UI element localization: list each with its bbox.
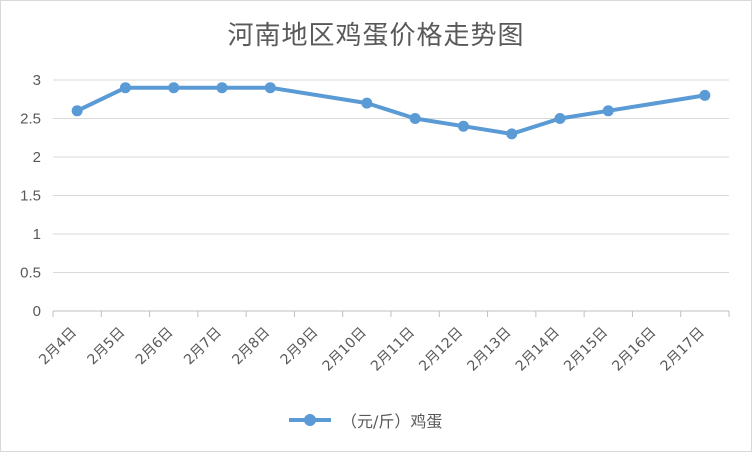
- y-tick-label: 2.5: [20, 111, 41, 128]
- data-point: [71, 105, 83, 117]
- series-layer: [71, 82, 711, 140]
- data-point: [457, 120, 469, 132]
- gridlines: [52, 79, 730, 317]
- x-axis-ticks: 2月4日 2月5日 2月6日 2月7日 2月8日 2月9日2月10日2月11日2月12日2…: [36, 325, 707, 375]
- y-tick-label: 0.5: [20, 265, 41, 282]
- legend-label: （元/斤）鸡蛋: [341, 412, 443, 431]
- x-tick-label: 2月11日: [368, 325, 418, 375]
- x-tick-label: 2月17日: [658, 325, 708, 375]
- y-tick-label: 1.5: [20, 188, 41, 205]
- series-line: [75, 85, 707, 136]
- data-point: [506, 128, 518, 140]
- y-tick-label: 3: [33, 72, 41, 89]
- x-tick-label: 2月12日: [416, 325, 466, 375]
- x-tick-label: 2月9日: [278, 325, 322, 369]
- data-point: [216, 82, 228, 94]
- x-tick-label: 2月7日: [181, 325, 225, 369]
- chart-title: 河南地区鸡蛋价格走势图: [227, 21, 525, 51]
- y-axis-ticks: 0 0.5 1 1.5 2 2.5 3: [20, 72, 41, 320]
- data-point: [168, 82, 180, 94]
- data-point: [119, 82, 131, 94]
- x-tick-label: 2月13日: [465, 325, 515, 375]
- y-tick-label: 0: [33, 303, 41, 320]
- x-tick-label: 2月10日: [320, 325, 370, 375]
- data-point: [602, 105, 614, 117]
- data-point: [264, 82, 276, 94]
- x-tick-label: 2月8日: [229, 325, 273, 369]
- x-tick-label: 2月15日: [561, 325, 611, 375]
- x-tick-label: 2月14日: [513, 325, 563, 375]
- data-point: [554, 113, 566, 124]
- x-tick-label: 2月16日: [609, 325, 659, 375]
- y-tick-label: 2: [33, 149, 41, 166]
- y-tick-label: 1: [33, 226, 41, 243]
- x-tick-label: 2月5日: [85, 325, 129, 369]
- data-point: [361, 97, 373, 109]
- data-point: [409, 113, 421, 124]
- x-tick-label: 2月6日: [133, 325, 177, 369]
- data-point: [699, 89, 711, 101]
- legend: （元/斤）鸡蛋: [289, 409, 442, 431]
- x-tick-label: 2月4日: [36, 325, 80, 369]
- legend-marker-icon: [289, 414, 331, 426]
